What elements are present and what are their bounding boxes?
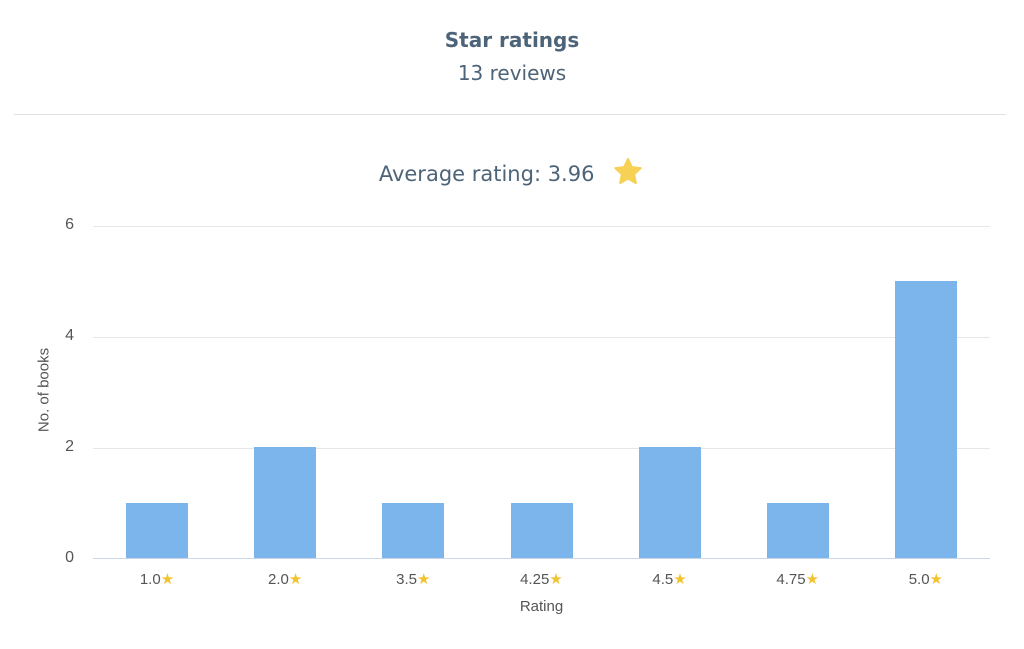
y-tick-4: 4 — [65, 327, 74, 344]
y-tick-0: 0 — [65, 549, 74, 566]
x-tick-label: 1.0★ — [139, 571, 175, 588]
bar-5.0[interactable] — [894, 281, 957, 558]
bar-2.0[interactable] — [254, 447, 317, 558]
x-tick-label: 4.75★ — [776, 571, 820, 588]
x-tick-label: 3.5★ — [396, 571, 431, 588]
chart-subtitle: 13 reviews — [457, 61, 567, 85]
star-icon — [614, 157, 642, 185]
x-tick-label: 4.25★ — [520, 571, 563, 588]
y-axis-label: No. of books — [35, 347, 53, 433]
gridline — [93, 226, 990, 227]
star-icon: ★ — [673, 571, 687, 588]
star-icon: ★ — [160, 571, 175, 588]
bar-3.5[interactable] — [382, 502, 445, 558]
y-tick-2: 2 — [65, 438, 74, 455]
x-tick-label: 4.5★ — [652, 571, 687, 588]
chart-title: Star ratings — [444, 28, 580, 52]
bar-4.25[interactable] — [510, 502, 573, 558]
star-icon: ★ — [929, 571, 943, 588]
star-icon: ★ — [549, 571, 563, 588]
bar-4.5[interactable] — [638, 447, 701, 558]
bar-1.0[interactable] — [126, 502, 189, 558]
x-axis-line — [93, 558, 990, 559]
average-rating: Average rating: 3.96 — [0, 156, 1024, 188]
y-tick-6: 6 — [65, 216, 74, 233]
x-tick-label: 5.0★ — [908, 571, 943, 588]
divider — [14, 114, 1006, 115]
star-icon: ★ — [288, 571, 303, 588]
bar-4.75[interactable] — [766, 502, 829, 558]
plot-area — [93, 226, 990, 559]
x-axis-label: Rating — [519, 598, 564, 615]
gridline — [93, 337, 990, 338]
average-rating-label: Average rating: 3.96 — [378, 162, 595, 186]
star-icon: ★ — [416, 571, 431, 588]
star-icon: ★ — [805, 571, 820, 588]
gridline — [93, 448, 990, 449]
x-tick-label: 2.0★ — [267, 571, 303, 588]
